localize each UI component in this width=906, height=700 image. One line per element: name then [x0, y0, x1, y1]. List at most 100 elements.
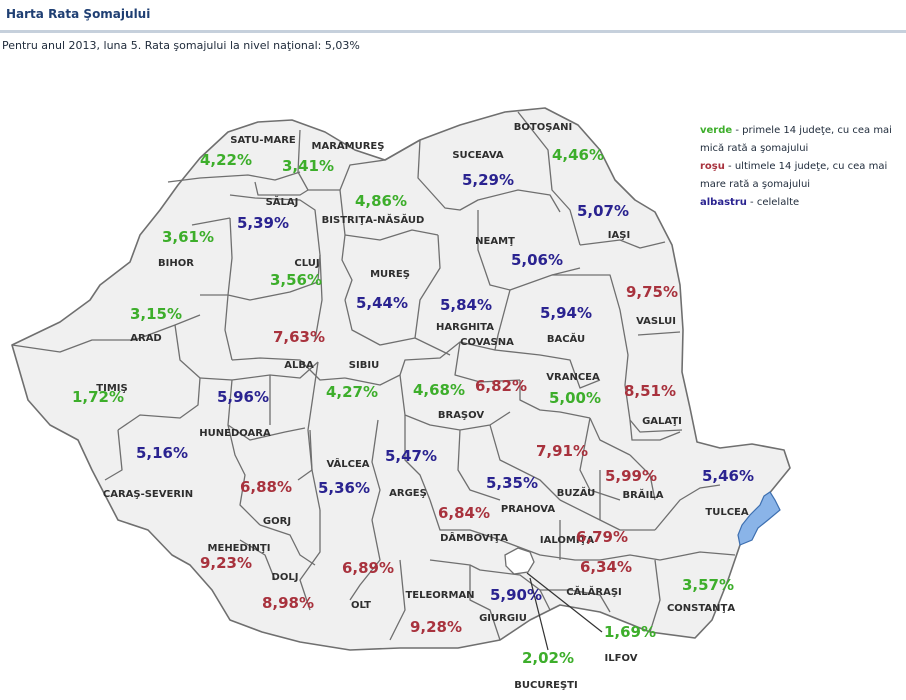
unemployment-rate: 5,35%: [486, 474, 538, 492]
unemployment-rate: 6,89%: [342, 559, 394, 577]
county-name: BACĂU: [547, 332, 585, 345]
unemployment-rate: 5,29%: [462, 171, 514, 189]
county-border: [174, 324, 201, 379]
county-maramures: MARAMUREŞ 3,41%: [282, 141, 384, 175]
unemployment-rate: 3,57%: [682, 576, 734, 594]
county-valcea: VÂLCEA 5,36%: [318, 457, 370, 497]
county-name: PRAHOVA: [501, 504, 555, 515]
county-name: BUCUREŞTI: [514, 680, 577, 691]
county-name: ARGEŞ: [389, 488, 427, 499]
unemployment-rate: 4,27%: [326, 383, 378, 401]
unemployment-rate: 5,06%: [511, 251, 563, 269]
county-name: MARAMUREŞ: [312, 141, 385, 152]
county-border: [167, 171, 301, 183]
page-title: Harta Rata Şomajului: [6, 7, 151, 21]
county-bistrita-nasaud: BISTRIŢA-NĂSĂUD 4,86%: [322, 192, 425, 226]
county-border: [389, 559, 406, 641]
county-name: IALOMIŢA: [540, 535, 594, 546]
county-border: [477, 210, 581, 291]
county-vrancea: VRANCEA 5,00%: [546, 372, 601, 407]
county-name: TELEORMAN: [405, 590, 474, 601]
unemployment-rate: 3,41%: [282, 157, 334, 175]
county-border: [297, 361, 319, 481]
county-name: HUNEDOARA: [199, 428, 271, 439]
county-border: [489, 424, 561, 501]
unemployment-rate: 4,22%: [200, 151, 252, 169]
county-harghita: HARGHITA 5,84%: [436, 296, 494, 333]
county-border: [344, 374, 401, 386]
county-constanta: CONSTANŢA 3,57%: [667, 576, 735, 614]
county-border: [227, 217, 319, 301]
county-border: [654, 484, 721, 531]
county-name: ALBA: [284, 360, 314, 371]
unemployment-rate: 5,36%: [318, 479, 370, 497]
county-name: DÂMBOVIŢA: [440, 531, 508, 544]
county-border: [629, 454, 656, 501]
county-suceava: SUCEAVA 5,29%: [452, 150, 514, 189]
county-name: GIURGIU: [479, 613, 527, 624]
county-gorj: GORJ 6,88%: [240, 478, 292, 527]
county-border: [227, 379, 306, 441]
county-border: [309, 429, 321, 511]
county-name: CONSTANŢA: [667, 603, 735, 614]
county-name: BRĂILA: [623, 488, 664, 501]
legend-text: - primele 14 judeţe, cu cea mai mică rat…: [700, 125, 892, 154]
unemployment-rate: 5,84%: [440, 296, 492, 314]
county-hunedoara: HUNEDOARA 5,96%: [199, 388, 271, 439]
county-border: [371, 419, 381, 521]
county-border: [399, 341, 496, 376]
county-iasi: IAŞI 5,07%: [577, 202, 630, 241]
county-ilfov: ILFOV 1,69%: [604, 623, 656, 664]
unemployment-rate: 6,82%: [475, 377, 527, 395]
unemployment-rate: 5,46%: [702, 467, 754, 485]
legend-key: albastru: [700, 197, 747, 208]
unemployment-rate: 7,63%: [273, 328, 325, 346]
county-border: [494, 289, 601, 389]
county-dolj: DOLJ 8,98%: [262, 572, 314, 612]
county-name: BIHOR: [158, 258, 194, 269]
unemployment-rate: 9,28%: [410, 618, 462, 636]
county-name: SĂLAJ: [266, 195, 299, 208]
county-border: [599, 551, 736, 561]
unemployment-rate: 3,15%: [130, 305, 182, 323]
county-border: [254, 181, 309, 196]
county-name: BRAŞOV: [438, 410, 484, 421]
legend-entry-rosu: roşu - ultimele 14 judeţe, cu cea mai ma…: [700, 158, 906, 194]
county-name: CLUJ: [294, 258, 319, 269]
unemployment-rate: 6,88%: [240, 478, 292, 496]
unemployment-rate: 5,94%: [540, 304, 592, 322]
unemployment-rate: 7,91%: [536, 442, 588, 460]
county-name: TIMIŞ: [96, 383, 127, 394]
county-border: [349, 519, 381, 601]
county-name: DOLJ: [272, 572, 299, 583]
county-border: [191, 217, 231, 226]
county-border: [454, 341, 521, 383]
county-border: [589, 417, 631, 456]
county-name: GALAŢI: [642, 416, 682, 427]
county-calarasi: CĂLĂRAŞI 6,34%: [566, 558, 632, 598]
county-border: [117, 377, 201, 431]
leader-line: [529, 577, 549, 651]
county-dambovita: DÂMBOVIŢA 6,84%: [438, 504, 508, 544]
county-border: [649, 559, 661, 633]
legend-entry-verde: verde - primele 14 judeţe, cu cea mai mi…: [700, 122, 906, 158]
county-border: [499, 539, 600, 561]
unemployment-rate: 4,46%: [552, 146, 604, 164]
unemployment-rate: 5,00%: [549, 389, 601, 407]
county-teleorman: TELEORMAN 9,28%: [405, 590, 474, 636]
county-bucuresti: BUCUREŞTI 2,02%: [514, 649, 577, 691]
county-border: [344, 299, 416, 346]
unemployment-rate: 6,34%: [580, 558, 632, 576]
leader-line: [526, 572, 603, 633]
county-satu-mare: SATU-MARE 4,22%: [200, 135, 296, 169]
unemployment-rate: 6,84%: [438, 504, 490, 522]
county-border: [404, 415, 431, 501]
county-border: [104, 429, 123, 481]
county-border: [429, 499, 501, 541]
county-name: ARAD: [130, 333, 161, 344]
county-name: IAŞI: [608, 230, 630, 241]
county-name: BOTOŞANI: [514, 122, 572, 133]
county-name: VRANCEA: [546, 372, 600, 383]
